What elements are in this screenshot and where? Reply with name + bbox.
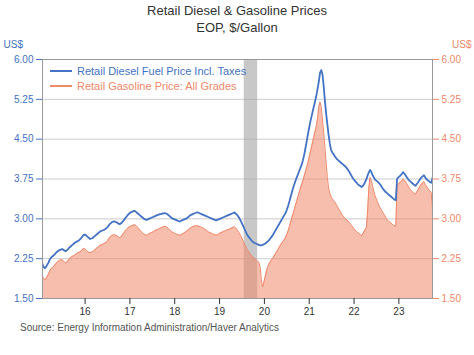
svg-text:3.75: 3.75 [442, 173, 462, 184]
svg-text:21: 21 [304, 305, 316, 316]
svg-text:4.50: 4.50 [442, 133, 462, 144]
html-text:Retail Gasoline Price: All Gra: Retail Gasoline Price: All Grades [77, 79, 237, 92]
svg-text:6.00: 6.00 [14, 53, 34, 64]
html-text:Retail Diesel & Gasoline Price: Retail Diesel & Gasoline Prices EOP, $/G… [147, 3, 327, 35]
svg-text:3.75: 3.75 [14, 173, 34, 184]
svg-text:16: 16 [80, 305, 92, 316]
svg-text:5.25: 5.25 [14, 93, 34, 104]
svg-text:20: 20 [259, 305, 271, 316]
svg-text:US$: US$ [4, 38, 24, 49]
svg-text:3.00: 3.00 [442, 213, 462, 224]
svg-text:3.00: 3.00 [14, 213, 34, 224]
svg-text:1.50: 1.50 [14, 292, 34, 303]
svg-text:1.50: 1.50 [442, 292, 462, 303]
svg-text:2.25: 2.25 [442, 253, 462, 264]
svg-text:17: 17 [124, 305, 136, 316]
svg-text:22: 22 [348, 305, 360, 316]
svg-text:6.00: 6.00 [442, 53, 462, 64]
svg-text:5.25: 5.25 [442, 93, 462, 104]
svg-text:4.50: 4.50 [14, 133, 34, 144]
html-text:Retail Diesel Fuel Price Incl.: Retail Diesel Fuel Price Incl. Taxes [77, 64, 247, 77]
html-text:Source: Energy Information Adm: Source: Energy Information Administratio… [20, 321, 279, 333]
svg-text:19: 19 [214, 305, 226, 316]
svg-text:US$: US$ [452, 38, 472, 49]
svg-text:23: 23 [393, 305, 405, 316]
svg-text:2.25: 2.25 [14, 253, 34, 264]
svg-text:18: 18 [169, 305, 181, 316]
